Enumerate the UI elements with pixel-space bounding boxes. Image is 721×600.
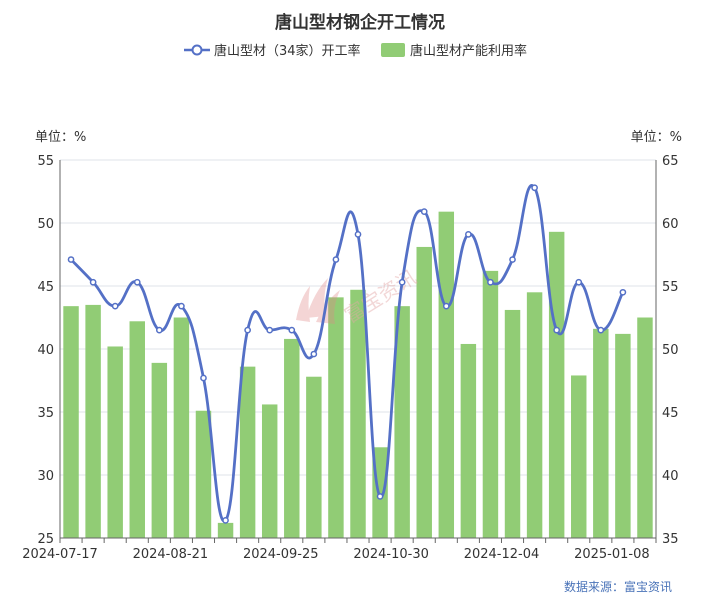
line-point: [509, 256, 516, 263]
bar: [261, 404, 278, 538]
chart-title: 唐山型材钢企开工情况: [275, 12, 445, 33]
line-point: [575, 278, 583, 286]
line-point: [332, 256, 340, 263]
bar: [306, 376, 322, 538]
line-layer: [67, 184, 627, 524]
line-point: [487, 278, 494, 286]
bar: [217, 522, 234, 538]
bar: [394, 306, 410, 538]
left-tick-label: 40: [37, 343, 54, 358]
bar: [504, 309, 521, 538]
x-tick-label: 2024-09-25: [243, 547, 319, 562]
bar: [129, 321, 145, 538]
line-point: [111, 302, 119, 310]
bar: [239, 366, 256, 538]
bar: [416, 246, 432, 538]
left-tick-label: 25: [37, 532, 54, 547]
bar: [107, 346, 123, 538]
line-point: [420, 208, 428, 216]
line-point: [398, 278, 406, 286]
bar: [195, 410, 212, 538]
line-point: [244, 326, 251, 334]
line-point: [288, 326, 296, 334]
legend-item-bar[interactable]: 唐山型材产能利用率: [381, 43, 527, 59]
line-point: [442, 302, 450, 310]
line-point: [531, 184, 538, 192]
x-tick-label: 2025-01-08: [574, 547, 650, 562]
left-tick-label: 55: [37, 154, 54, 169]
legend-bar-label: 唐山型材产能利用率: [410, 43, 527, 59]
line-point: [89, 278, 97, 286]
left-axis-unit: 单位：%: [35, 130, 86, 145]
bar: [615, 333, 631, 538]
bar: [63, 306, 79, 538]
line-point: [619, 288, 627, 296]
line-point: [266, 326, 274, 334]
bar: [526, 292, 543, 538]
right-tick-label: 50: [662, 343, 679, 358]
x-tick-label: 2024-08-21: [133, 547, 209, 562]
right-axis-unit: 单位：%: [631, 130, 682, 145]
left-tick-label: 30: [37, 469, 54, 484]
line-point: [222, 517, 229, 524]
data-source: 数据来源：富宝资讯: [564, 579, 672, 594]
bar: [173, 317, 190, 538]
x-tick-label: 2024-12-04: [464, 547, 540, 562]
line-point: [200, 374, 207, 382]
line-point: [354, 230, 362, 238]
bar: [328, 297, 344, 538]
right-tick-label: 65: [662, 154, 679, 169]
right-tick-label: 45: [662, 406, 679, 421]
bar: [350, 289, 366, 538]
line-point: [310, 350, 318, 358]
bar-layer: [63, 211, 653, 538]
bar: [460, 343, 477, 538]
axis-layer: 25 30 35 40 45 50 55 35 40 45 50 55 60 65 2024-07-17 20…: [22, 154, 678, 562]
line-point: [133, 278, 141, 286]
line-point: [376, 493, 384, 500]
watermark-logo-icon: [296, 278, 340, 324]
line-point: [465, 230, 472, 238]
right-tick-label: 60: [662, 217, 679, 232]
legend-bar-swatch: [381, 43, 405, 57]
line-point: [597, 326, 605, 334]
left-tick-label: 50: [37, 217, 54, 232]
right-tick-label: 35: [662, 532, 679, 547]
right-tick-label: 40: [662, 469, 679, 484]
bar: [637, 317, 653, 538]
line-point: [553, 326, 561, 334]
legend-line-label: 唐山型材（34家）开工率: [214, 43, 361, 59]
left-tick-label: 35: [37, 406, 54, 421]
bar: [548, 231, 565, 538]
right-tick-label: 55: [662, 280, 679, 295]
bar: [482, 270, 499, 538]
bar: [593, 328, 609, 538]
x-tick-label: 2024-10-30: [353, 547, 429, 562]
line-point: [155, 326, 163, 334]
bar: [85, 304, 101, 538]
bar: [571, 375, 587, 538]
x-tick-label: 2024-07-17: [22, 547, 98, 562]
bar: [151, 362, 168, 538]
bar: [284, 338, 300, 538]
legend-item-line[interactable]: 唐山型材（34家）开工率: [184, 43, 361, 59]
legend[interactable]: 唐山型材（34家）开工率 唐山型材产能利用率: [184, 43, 527, 59]
legend-line-marker: [191, 44, 203, 56]
line-point: [67, 256, 75, 263]
line-point: [178, 302, 185, 310]
left-tick-label: 45: [37, 280, 54, 295]
bar: [438, 211, 455, 538]
